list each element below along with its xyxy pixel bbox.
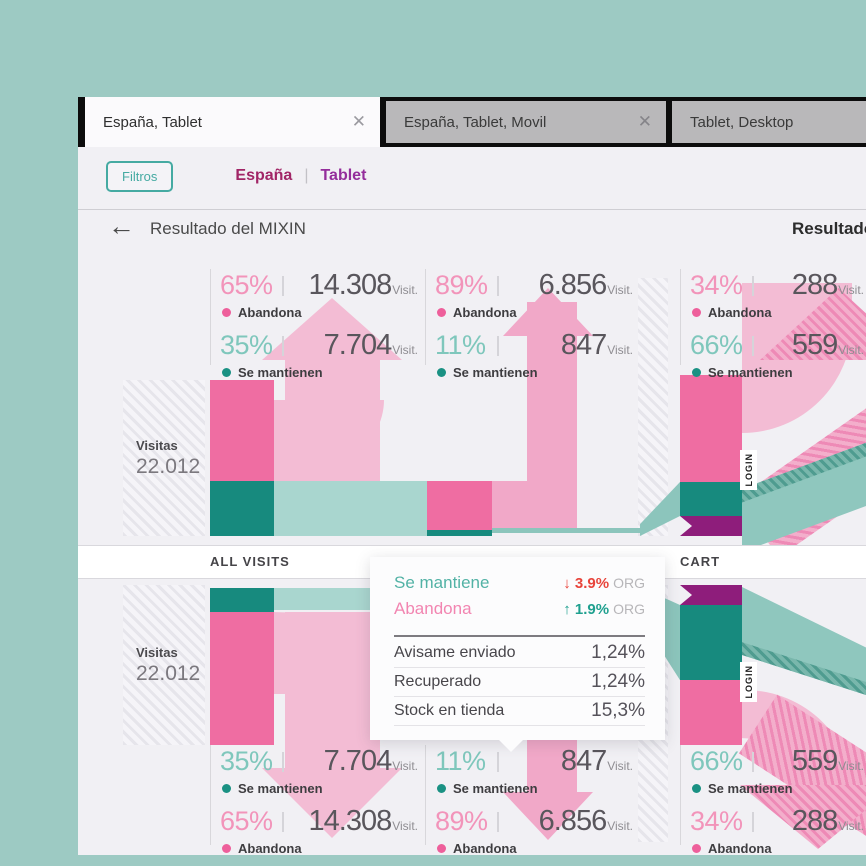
abandona-dot (692, 844, 701, 853)
visits-label: Visitas (136, 644, 178, 660)
visits-label: Visitas (136, 437, 178, 453)
stage-cart: CART (680, 554, 721, 569)
down-arrow-shaft (285, 612, 380, 768)
down-arrow-head (262, 768, 402, 838)
right-title: Resultado (792, 219, 866, 238)
up-arrow-head (262, 298, 402, 360)
tab-espana-tablet[interactable]: España, Tablet ✕ (85, 97, 380, 147)
login-tag: LOGIN (740, 450, 757, 490)
delta-down: ↓ 3.9% (563, 575, 610, 592)
divider (78, 209, 866, 210)
filter-country[interactable]: España (235, 167, 293, 184)
metric-block: 89% 6.856 Visit. Abandona 11% 847 Visit. Se … (435, 269, 633, 380)
funnel-bar[interactable] (427, 481, 492, 536)
teal-flow-line (492, 528, 640, 533)
mantiene-dot (692, 368, 701, 377)
tooltip-series-label: Se mantiene (394, 573, 490, 592)
metric-block: 65% 14.308 Visit. Abandona 35% 7.704 Visit. … (220, 269, 418, 380)
funnel-bar[interactable] (680, 375, 742, 536)
tab-tablet-desktop[interactable]: Tablet, Desktop (672, 101, 866, 143)
mantiene-dot (222, 784, 231, 793)
metric-block: 34% 288 Visit. Abandona 66% 559 Visit. Se ma… (690, 269, 864, 380)
delta-up: ↑ 1.9% (563, 601, 610, 618)
close-icon[interactable]: ✕ (351, 112, 366, 131)
visits-source-box: Visitas 22.012 (123, 380, 205, 536)
mantiene-dot (222, 368, 231, 377)
tab-label: España, Tablet, Movil (404, 113, 547, 131)
metric-block: 11% 847 Visit. Se mantienen 89% 6.856 Visit.… (435, 745, 633, 855)
filtros-button[interactable]: Filtros (106, 160, 174, 192)
back-arrow-icon[interactable]: ← (108, 211, 135, 241)
page-title: Resultado del MIXIN (150, 219, 306, 238)
notch (680, 516, 692, 536)
metric-block: 66% 559 Visit. Se mantienen 34% 288 Visit. A… (690, 745, 864, 855)
funnel-bar[interactable] (210, 380, 274, 536)
filter-device[interactable]: Tablet (320, 167, 367, 184)
tooltip-divider (394, 635, 645, 637)
login-tag: LOGIN (740, 662, 757, 702)
funnel-bar[interactable] (210, 588, 274, 745)
funnel-bar[interactable] (680, 585, 742, 745)
tooltip-caret (498, 739, 524, 752)
metric-block: 35% 7.704 Visit. Se mantienen 65% 14.308 Vis… (220, 745, 418, 855)
visits-source-box: Visitas 22.012 (123, 585, 205, 745)
filter-separator: | (304, 167, 309, 184)
tooltip-series-label: Abandona (394, 599, 472, 618)
tab-label: España, Tablet (103, 113, 202, 131)
abandona-dot (437, 308, 446, 317)
abandona-dot (222, 844, 231, 853)
filter-bar: Filtros España | Tablet (106, 159, 366, 193)
abandona-dot (437, 844, 446, 853)
mantiene-dot (692, 784, 701, 793)
mantiene-dot (437, 368, 446, 377)
notch (680, 585, 692, 605)
tab-label: Tablet, Desktop (690, 113, 794, 131)
visits-value: 22.012 (136, 454, 201, 478)
abandona-dot (692, 308, 701, 317)
metrics-tooltip: Se mantiene ↓ 3.9% ORG Abandona ↑ 1.9% ORG… (370, 557, 665, 752)
app-window: España, Tablet ✕ España, Tablet, Movil ✕… (78, 97, 866, 855)
abandona-dot (222, 308, 231, 317)
mantiene-dot (437, 784, 446, 793)
visits-value: 22.012 (136, 661, 201, 685)
down-arrow-head (503, 792, 593, 840)
tab-bar: España, Tablet ✕ España, Tablet, Movil ✕… (78, 97, 866, 147)
tab-espana-tablet-movil[interactable]: España, Tablet, Movil ✕ (386, 101, 666, 143)
close-icon[interactable]: ✕ (637, 112, 652, 131)
hatch-column-top (638, 278, 668, 536)
stage-all-visits: ALL VISITS (210, 554, 290, 569)
teal-flow-band (274, 481, 427, 536)
